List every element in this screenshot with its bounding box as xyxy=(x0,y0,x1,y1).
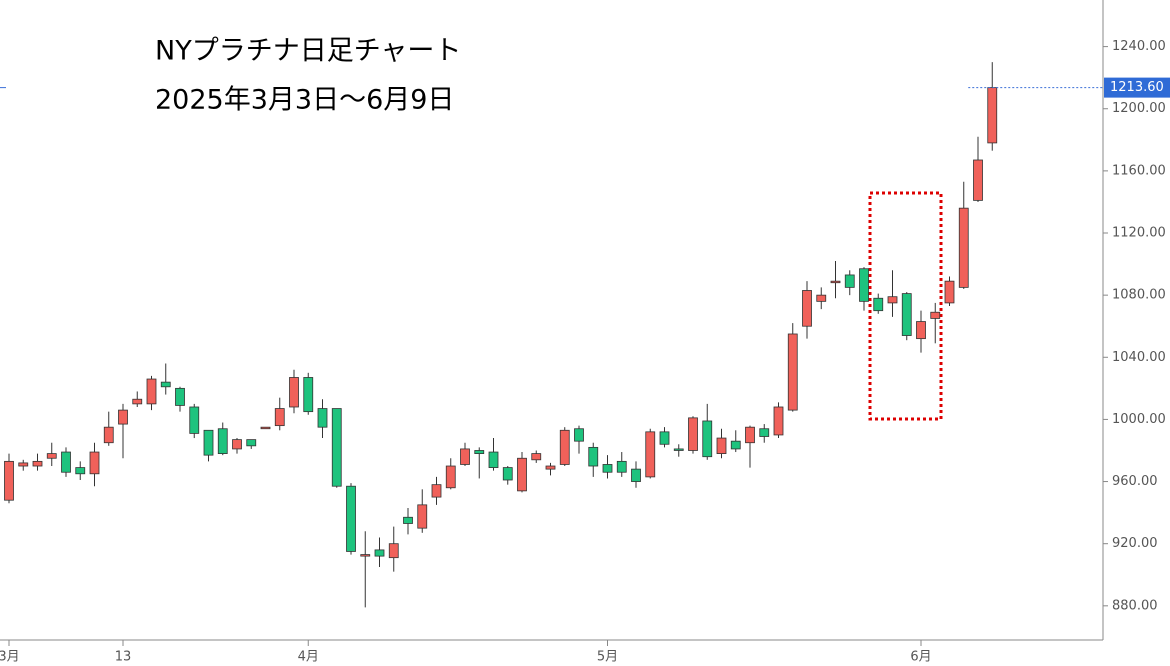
candle-body xyxy=(930,311,941,319)
highlight-box xyxy=(868,191,943,421)
candle-body xyxy=(303,377,314,413)
candle-body xyxy=(973,159,983,201)
candle-body xyxy=(61,451,71,473)
chart-title: NYプラチナ日足チャート xyxy=(155,36,461,67)
y-tick-label: 1040.00 xyxy=(1112,350,1166,365)
y-tick-label: 1240.00 xyxy=(1112,39,1166,54)
candle-body xyxy=(203,429,214,456)
candle-body xyxy=(175,387,185,406)
candle-body xyxy=(32,460,43,467)
candle-body xyxy=(830,280,841,284)
candle-body xyxy=(673,448,684,451)
y-tick-label: 920.00 xyxy=(1112,536,1158,551)
candle-body xyxy=(588,446,599,467)
candle-body xyxy=(730,440,741,450)
candle-body xyxy=(602,464,613,473)
candle-body xyxy=(18,462,29,467)
candle-body xyxy=(403,516,413,524)
candle-body xyxy=(916,321,926,340)
candle-body xyxy=(987,87,998,144)
candle-body xyxy=(545,465,556,470)
candle-body xyxy=(859,268,869,302)
candle-body xyxy=(887,296,898,304)
candle-body xyxy=(445,465,456,489)
last-price-label: 1213.60 xyxy=(1110,80,1164,95)
chart-subtitle: 2025年3月3日～6月9日 xyxy=(155,85,454,116)
candle-body xyxy=(189,406,200,434)
candle-body xyxy=(759,428,770,437)
candle-body xyxy=(559,429,570,465)
candle-body xyxy=(745,426,755,444)
candle-body xyxy=(89,451,100,475)
y-tick-label: 960.00 xyxy=(1112,474,1158,489)
candle-body xyxy=(802,290,812,327)
candle-body xyxy=(688,417,698,451)
candle-body xyxy=(517,457,527,492)
candle-body xyxy=(958,207,969,288)
y-tick-label: 1120.00 xyxy=(1112,226,1166,241)
x-tick-label: 4月 xyxy=(298,650,319,665)
candle-body xyxy=(716,437,727,454)
candle-body xyxy=(232,439,242,450)
y-tick-label: 880.00 xyxy=(1112,598,1158,613)
x-tick-label: 13 xyxy=(115,650,132,665)
y-tick-label: 1080.00 xyxy=(1112,288,1166,303)
y-tick-label: 1000.00 xyxy=(1112,412,1166,427)
candle-body xyxy=(901,293,912,336)
x-tick-label: 3月 xyxy=(0,650,20,665)
candle-body xyxy=(146,378,157,405)
candle-body xyxy=(616,460,627,473)
candle-body xyxy=(331,408,342,487)
x-tick-label: 6月 xyxy=(910,650,931,665)
candle-body xyxy=(488,451,499,468)
candle-body xyxy=(474,450,485,454)
candle-body xyxy=(944,280,955,304)
candle-body xyxy=(873,297,884,312)
candle-body xyxy=(317,408,328,428)
candle-body xyxy=(360,554,371,557)
candle-body xyxy=(502,467,513,481)
candle-body xyxy=(787,333,798,411)
candle-body xyxy=(816,294,827,302)
candle-body xyxy=(118,409,128,425)
candle-body xyxy=(773,406,784,436)
candle-body xyxy=(4,460,14,501)
candle-body xyxy=(645,431,656,478)
candle-body xyxy=(374,549,385,557)
last-price-tag xyxy=(1104,77,1170,98)
candle-body xyxy=(75,467,86,475)
candle-body xyxy=(460,448,470,465)
candle-body xyxy=(631,468,641,482)
candle-body xyxy=(531,453,542,461)
y-tick-label: 1160.00 xyxy=(1112,163,1166,178)
candle-body xyxy=(246,439,257,447)
candle-body xyxy=(217,428,228,454)
candle-body xyxy=(132,398,143,405)
candle-body xyxy=(574,428,584,442)
candle-body xyxy=(702,420,713,458)
candle-body xyxy=(274,408,285,427)
candle-body xyxy=(46,453,57,459)
candle-body xyxy=(289,377,299,408)
candle-body xyxy=(659,431,670,445)
candle-body xyxy=(388,543,399,559)
candle-body xyxy=(417,504,428,529)
y-tick-label: 1200.00 xyxy=(1112,101,1166,116)
candle-body xyxy=(844,274,855,288)
candle-body xyxy=(260,426,271,430)
candle-body xyxy=(160,381,171,388)
candle-body xyxy=(103,426,114,444)
candle-body xyxy=(346,485,356,552)
candle-body xyxy=(431,484,442,498)
x-tick-label: 5月 xyxy=(597,650,618,665)
